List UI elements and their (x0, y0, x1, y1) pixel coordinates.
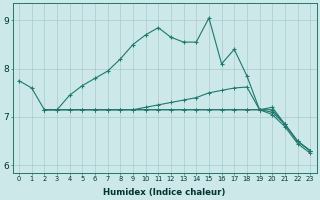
X-axis label: Humidex (Indice chaleur): Humidex (Indice chaleur) (103, 188, 226, 197)
